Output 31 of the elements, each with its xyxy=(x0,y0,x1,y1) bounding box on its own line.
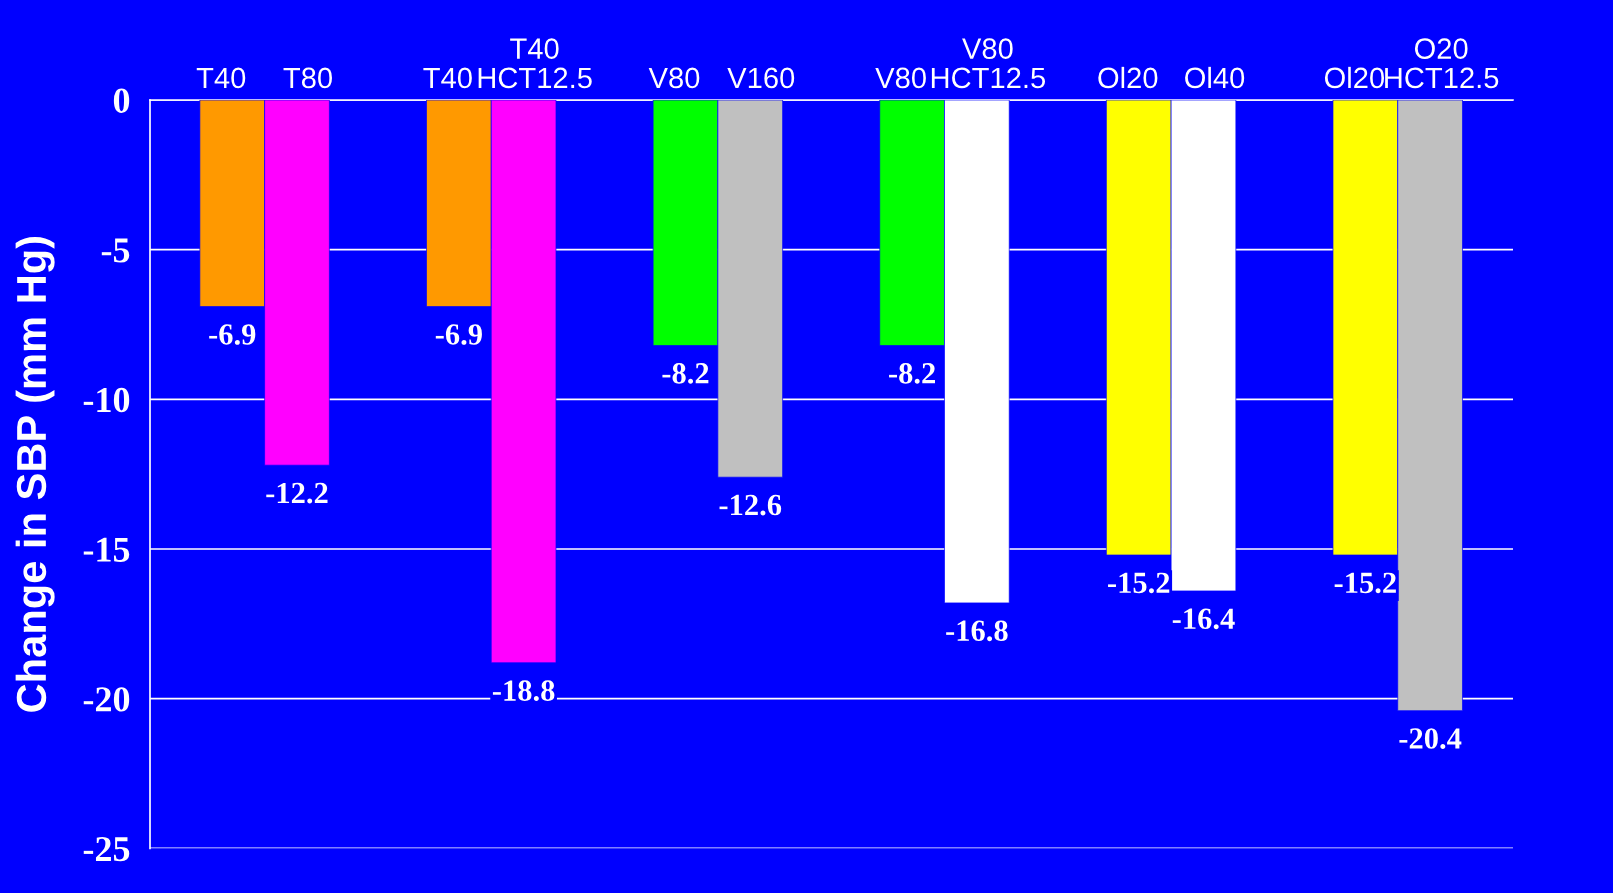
y-tick-label: -25 xyxy=(83,836,130,862)
y-tick-label: -5 xyxy=(101,238,130,263)
data-label: -6.9 xyxy=(435,324,482,345)
x-tick-label: V160 xyxy=(727,67,795,89)
data-label: -6.9 xyxy=(209,324,256,345)
x-tick-label: V80 xyxy=(648,67,700,89)
data-label: -16.4 xyxy=(1172,608,1235,630)
data-label: -15.2 xyxy=(1334,572,1396,594)
data-label: -20.4 xyxy=(1399,728,1462,749)
y-axis-title: Change in SBP (mm Hg) xyxy=(15,237,55,712)
y-tick-label: -20 xyxy=(83,687,130,712)
data-label: -18.8 xyxy=(492,680,555,702)
x-tick-label: T40 xyxy=(423,67,472,89)
x-tick-label: V80 xyxy=(875,67,926,89)
x-tick-label: T40 xyxy=(196,67,246,89)
x-tick-label: O20 HCT12.5 xyxy=(1385,38,1499,89)
x-tick-label: T40 HCT12.5 xyxy=(478,38,592,89)
x-tick-label: Ol20 xyxy=(1324,66,1385,89)
data-label: -15.2 xyxy=(1108,572,1170,594)
y-tick-label: -10 xyxy=(83,387,130,413)
data-label: -16.8 xyxy=(946,620,1008,642)
x-tick-label: V80 HCT12.5 xyxy=(931,38,1046,89)
data-label: -12.6 xyxy=(719,494,782,516)
x-tick-label: T80 xyxy=(283,67,332,89)
y-tick-label: 0 xyxy=(113,88,130,113)
x-tick-label: Ol20 xyxy=(1098,66,1158,89)
y-tick-label: -15 xyxy=(83,537,130,562)
data-label: -8.2 xyxy=(662,363,709,384)
data-label: -8.2 xyxy=(889,363,935,384)
x-tick-label: Ol40 xyxy=(1185,66,1245,89)
data-label: -12.2 xyxy=(266,482,328,504)
